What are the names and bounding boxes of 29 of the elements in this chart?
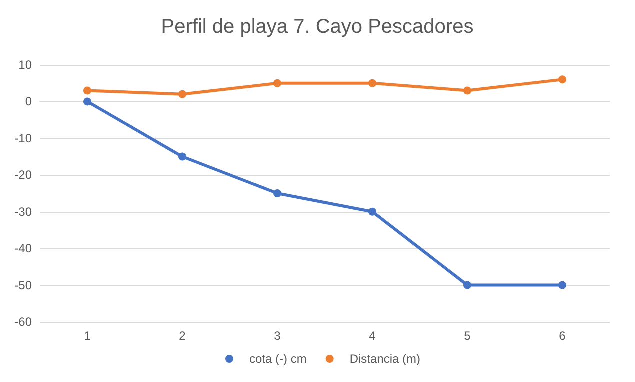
- point: [274, 190, 282, 198]
- point: [274, 79, 282, 88]
- point: [368, 79, 376, 88]
- x-tick-label: 4: [369, 329, 376, 343]
- y-tick-label: -50: [14, 278, 32, 292]
- x-tick-label: 3: [274, 329, 282, 343]
- point: [558, 76, 566, 84]
- point: [368, 208, 376, 216]
- legend-label: Distancia (m): [350, 352, 421, 366]
- y-tick-label: 10: [18, 58, 32, 72]
- point: [84, 98, 92, 106]
- point: [178, 152, 186, 161]
- legend-label: cota (-) cm: [249, 352, 307, 366]
- point: [558, 281, 566, 290]
- x-tick-label: 1: [84, 329, 92, 343]
- point: [178, 90, 186, 98]
- y-tick-label: -30: [14, 204, 32, 219]
- chart-title: Perfil de playa 7. Cayo Pescadores: [161, 16, 474, 38]
- y-tick-label: -10: [14, 131, 32, 146]
- point: [464, 281, 472, 290]
- y-tick-label: -40: [14, 242, 32, 256]
- y-tick-label: -60: [14, 315, 32, 329]
- point: [84, 86, 92, 95]
- x-tick-label: 6: [559, 329, 566, 343]
- y-tick-label: -20: [14, 168, 32, 182]
- y-tick-label: 0: [25, 94, 32, 109]
- x-tick-label: 5: [464, 329, 472, 343]
- x-tick-label: 2: [179, 329, 186, 343]
- point: [464, 86, 472, 95]
